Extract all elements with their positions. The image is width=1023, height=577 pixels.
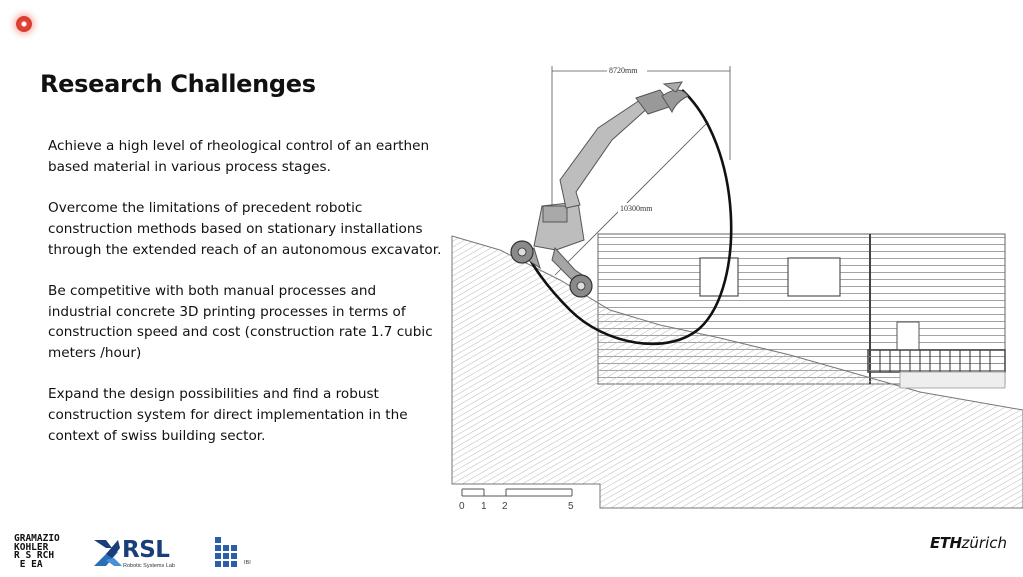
challenge-item: Achieve a high level of rheological cont… [48,138,430,175]
excavator-section-drawing: 0 1 2 5 8720mm 10300mm [451,65,1023,512]
width-dimension [551,66,731,215]
reach-dimension-label: 10300mm [620,204,653,213]
ibi-logo-icon [215,537,237,567]
ibi-label: IBI [244,560,251,566]
scale-label: 0 [459,501,465,512]
reach-dimension [554,121,709,276]
excavator-wheels [510,240,593,298]
recording-indicator-icon [16,16,32,32]
challenge-list: Achieve a high level of rheological cont… [48,136,443,467]
rsl-subtitle: Robotic Systems Lab [123,563,175,569]
scale-label: 2 [502,501,508,512]
reach-envelope [520,89,733,346]
challenge-item: Be competitive with both manual processe… [48,282,433,361]
rsl-logo-icon [94,540,122,566]
scale-label: 1 [481,501,487,512]
scale-label: 5 [568,501,574,512]
eth-zurich-logo: ETHzürich [930,534,1008,552]
rsl-logo-text: RSL [122,537,170,563]
challenge-item: Expand the design possibilities and find… [48,386,408,444]
width-dimension-label: 8720mm [609,66,638,75]
scale-bar [461,488,573,497]
slide-title: Research Challenges [40,70,316,98]
challenge-item: Overcome the limitations of precedent ro… [48,200,442,258]
building-section [597,233,1006,385]
gramazio-kohler-research-logo: GRAMAZIO KOHLER R S RCH E EA [14,533,60,570]
